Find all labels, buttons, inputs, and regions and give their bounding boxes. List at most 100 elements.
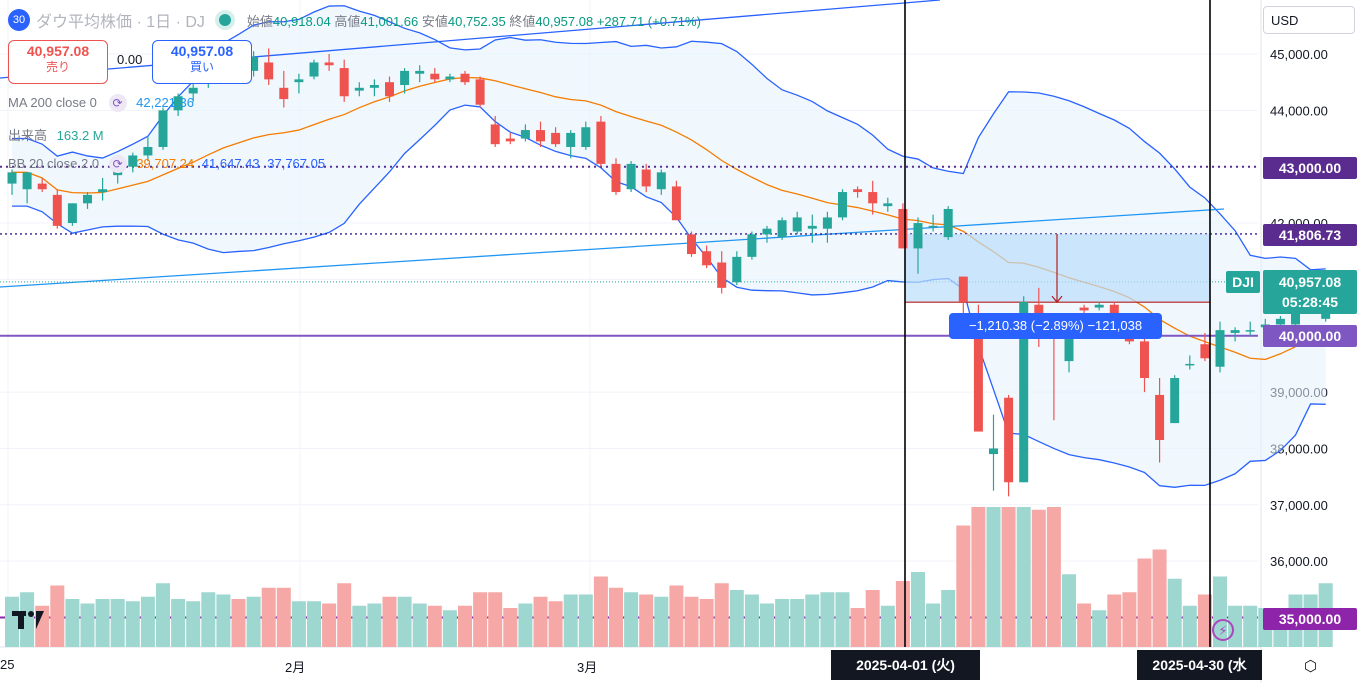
candle-body [128, 155, 138, 167]
candle-body [1004, 397, 1014, 483]
volume-bar [276, 587, 291, 647]
volume-bar [1107, 594, 1122, 647]
sell-button[interactable]: 40,957.08 売り [8, 40, 108, 84]
measure-arrow-head [1051, 295, 1063, 304]
candle-body [1185, 363, 1195, 366]
volume-bar [744, 594, 759, 647]
candle-body [1200, 344, 1210, 359]
volume-bar [186, 601, 201, 647]
volume-bar [1137, 558, 1152, 647]
volume-bar [880, 605, 895, 647]
price-badge-43000[interactable]: 43,000.00 [1263, 157, 1357, 179]
volume-bar [941, 590, 956, 647]
time-label-mar: 3月 [577, 660, 598, 675]
candle-body [158, 110, 168, 147]
price-tick-label: 37,000.00 [1270, 498, 1328, 513]
candle-body [1155, 394, 1165, 440]
date-badge-start[interactable]: 2025-04-01 (火) [831, 650, 980, 680]
volume-bar [971, 507, 986, 647]
close-label: 終値 [509, 13, 536, 29]
volume-bar [140, 596, 155, 647]
candle-body [611, 163, 621, 193]
time-label-25: 25 [0, 657, 15, 672]
date-badge-end[interactable]: 2025-04-30 (水 [1137, 650, 1262, 680]
candle-body [22, 172, 32, 190]
time-label-feb: 2月 [285, 660, 306, 675]
lightning-icon[interactable]: ⚡ [1212, 619, 1234, 641]
volume-bar [895, 581, 910, 647]
volume-bar [50, 585, 65, 647]
bb-label: BB 20 close 2 0 [8, 156, 100, 171]
volume-bar [246, 596, 261, 647]
symbol-title[interactable]: ダウ平均株価 · 1日 · DJ [36, 14, 205, 31]
candle-body [37, 183, 47, 190]
candle-body [1140, 341, 1149, 379]
candle-body [188, 87, 198, 94]
price-badge-41806[interactable]: 41,806.73 [1263, 224, 1357, 246]
volume-bar [110, 599, 125, 647]
volume-bar [352, 605, 367, 647]
volume-label: 出来高 [8, 128, 48, 143]
refresh-icon[interactable]: ⟳ [108, 155, 127, 173]
volume-bar [307, 601, 321, 647]
candle-body [566, 132, 576, 147]
last-price-badge[interactable]: 40,957.08 05:28:45 [1263, 270, 1357, 314]
candle-body [67, 203, 77, 224]
candle-body [792, 217, 802, 232]
volume-bar [865, 590, 880, 647]
volume-bar [1182, 605, 1197, 647]
volume-bar [548, 601, 563, 647]
candle-body [385, 82, 394, 97]
volume-bar [593, 576, 608, 647]
candle-body [868, 192, 878, 204]
symbol-tag[interactable]: DJI [1226, 271, 1260, 293]
price-badge-40000[interactable]: 40,000.00 [1263, 325, 1357, 347]
currency-select[interactable]: USD [1263, 6, 1355, 34]
market-status-icon[interactable] [218, 14, 231, 26]
close-value: 40,957.08 [535, 13, 594, 29]
volume-bar [654, 596, 669, 647]
settings-icon[interactable]: ⬡ [1304, 658, 1318, 675]
volume-bar [1122, 592, 1137, 647]
bb-legend[interactable]: BB 20 close 2 0 ⟳ 39,707.24 41,647.43 37… [8, 155, 325, 173]
tradingview-logo[interactable] [12, 609, 52, 631]
candle-body [400, 70, 410, 85]
volume-bar [442, 610, 457, 647]
candle-body [430, 73, 440, 80]
buy-price: 40,957.08 [170, 43, 234, 59]
volume-bar [1092, 610, 1107, 647]
candle-body [7, 172, 17, 184]
candle-body [1230, 330, 1240, 333]
volume-bar [729, 590, 744, 647]
candle-body [928, 225, 938, 228]
ma-label: MA 200 close 0 [8, 95, 97, 110]
candle-body [1170, 378, 1180, 424]
candle-body [838, 192, 847, 218]
price-badge-35000[interactable]: 35,000.00 [1263, 608, 1357, 630]
index-badge[interactable]: 30 [8, 9, 30, 31]
bb-lower-value: 37,767.05 [267, 156, 326, 171]
candle-body [853, 189, 863, 193]
candle-body [1064, 335, 1074, 362]
candle-body [702, 251, 712, 266]
candle-body [173, 96, 183, 111]
candle-body [264, 62, 274, 80]
bar-countdown: 05:28:45 [1281, 294, 1339, 310]
buy-button[interactable]: 40,957.08 買い [152, 40, 252, 84]
open-label: 始値 [246, 13, 273, 29]
refresh-icon[interactable]: ⟳ [108, 94, 127, 112]
volume-bar [171, 599, 186, 647]
volume-bar [835, 592, 850, 647]
volume-bar [488, 592, 503, 647]
volume-legend[interactable]: 出来高 163.2 M [8, 125, 104, 144]
volume-bar [125, 601, 140, 647]
volume-bar [412, 603, 427, 647]
currency-label: USD [1271, 13, 1299, 28]
ma-legend[interactable]: MA 200 close 0 ⟳ 42,221.36 [8, 94, 194, 112]
candle-body [822, 217, 832, 229]
volume-bar [473, 592, 488, 647]
bollinger-lower-line [12, 104, 1326, 488]
measure-label: −1,210.38 (−2.89%) −121,038 [949, 313, 1162, 339]
